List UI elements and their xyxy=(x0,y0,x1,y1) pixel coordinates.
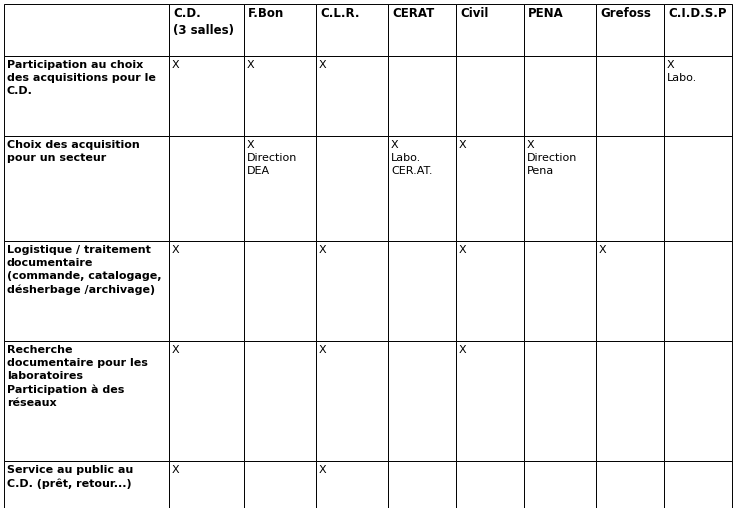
Bar xyxy=(4,461,169,508)
Bar xyxy=(244,56,316,136)
Bar xyxy=(524,241,596,341)
Text: X: X xyxy=(459,140,467,150)
Text: F.Bon: F.Bon xyxy=(248,7,284,20)
Bar xyxy=(388,461,456,508)
Bar xyxy=(664,241,732,341)
Bar xyxy=(388,4,456,56)
Bar xyxy=(524,4,596,56)
Bar xyxy=(664,4,732,56)
Text: X: X xyxy=(172,465,179,475)
Text: X: X xyxy=(319,345,326,355)
Bar xyxy=(244,4,316,56)
Bar xyxy=(664,56,732,136)
Text: X: X xyxy=(459,345,467,355)
Bar xyxy=(596,4,664,56)
Text: X
Direction
Pena: X Direction Pena xyxy=(527,140,578,176)
Bar xyxy=(456,56,524,136)
Bar xyxy=(664,341,732,461)
Bar xyxy=(456,4,524,56)
Bar xyxy=(4,136,169,241)
Text: C.D.
(3 salles): C.D. (3 salles) xyxy=(173,7,234,37)
Bar xyxy=(316,461,388,508)
Bar xyxy=(596,56,664,136)
Bar xyxy=(4,241,169,341)
Bar xyxy=(596,341,664,461)
Bar xyxy=(388,136,456,241)
Text: X: X xyxy=(319,465,326,475)
Text: X
Labo.: X Labo. xyxy=(667,60,698,83)
Bar xyxy=(316,241,388,341)
Bar xyxy=(524,136,596,241)
Text: X: X xyxy=(172,60,179,70)
Bar xyxy=(316,341,388,461)
Bar xyxy=(388,56,456,136)
Text: C.I.D.S.P: C.I.D.S.P xyxy=(668,7,726,20)
Bar xyxy=(169,341,244,461)
Text: X: X xyxy=(319,245,326,255)
Text: X: X xyxy=(459,245,467,255)
Bar xyxy=(456,341,524,461)
Text: X
Labo.
CER.AT.: X Labo. CER.AT. xyxy=(391,140,432,176)
Bar xyxy=(456,461,524,508)
Bar xyxy=(388,341,456,461)
Bar xyxy=(169,56,244,136)
Bar xyxy=(524,56,596,136)
Text: Grefoss: Grefoss xyxy=(600,7,651,20)
Bar xyxy=(456,136,524,241)
Text: Service au public au
C.D. (prêt, retour...): Service au public au C.D. (prêt, retour.… xyxy=(7,465,133,489)
Bar xyxy=(664,461,732,508)
Text: Choix des acquisition
pour un secteur: Choix des acquisition pour un secteur xyxy=(7,140,140,163)
Text: PENA: PENA xyxy=(528,7,564,20)
Bar xyxy=(596,241,664,341)
Bar xyxy=(524,461,596,508)
Bar xyxy=(596,461,664,508)
Text: X: X xyxy=(172,245,179,255)
Text: Civil: Civil xyxy=(460,7,488,20)
Text: X: X xyxy=(247,60,254,70)
Bar xyxy=(524,341,596,461)
Bar xyxy=(169,241,244,341)
Text: CERAT: CERAT xyxy=(392,7,434,20)
Text: Recherche
documentaire pour les
laboratoires
Participation à des
réseaux: Recherche documentaire pour les laborato… xyxy=(7,345,148,408)
Bar xyxy=(596,136,664,241)
Bar xyxy=(244,461,316,508)
Bar xyxy=(4,4,169,56)
Text: X
Direction
DEA: X Direction DEA xyxy=(247,140,298,176)
Bar xyxy=(4,56,169,136)
Text: Logistique / traitement
documentaire
(commande, catalogage,
désherbage /archivag: Logistique / traitement documentaire (co… xyxy=(7,245,162,295)
Text: X: X xyxy=(172,345,179,355)
Bar xyxy=(244,341,316,461)
Bar xyxy=(388,241,456,341)
Bar xyxy=(169,461,244,508)
Bar xyxy=(456,241,524,341)
Bar xyxy=(169,4,244,56)
Bar xyxy=(316,56,388,136)
Text: C.L.R.: C.L.R. xyxy=(320,7,359,20)
Bar xyxy=(664,136,732,241)
Bar xyxy=(169,136,244,241)
Bar xyxy=(244,241,316,341)
Text: X: X xyxy=(319,60,326,70)
Bar xyxy=(244,136,316,241)
Text: Participation au choix
des acquisitions pour le
C.D.: Participation au choix des acquisitions … xyxy=(7,60,156,97)
Bar xyxy=(316,4,388,56)
Bar xyxy=(316,136,388,241)
Bar xyxy=(4,341,169,461)
Text: X: X xyxy=(599,245,606,255)
